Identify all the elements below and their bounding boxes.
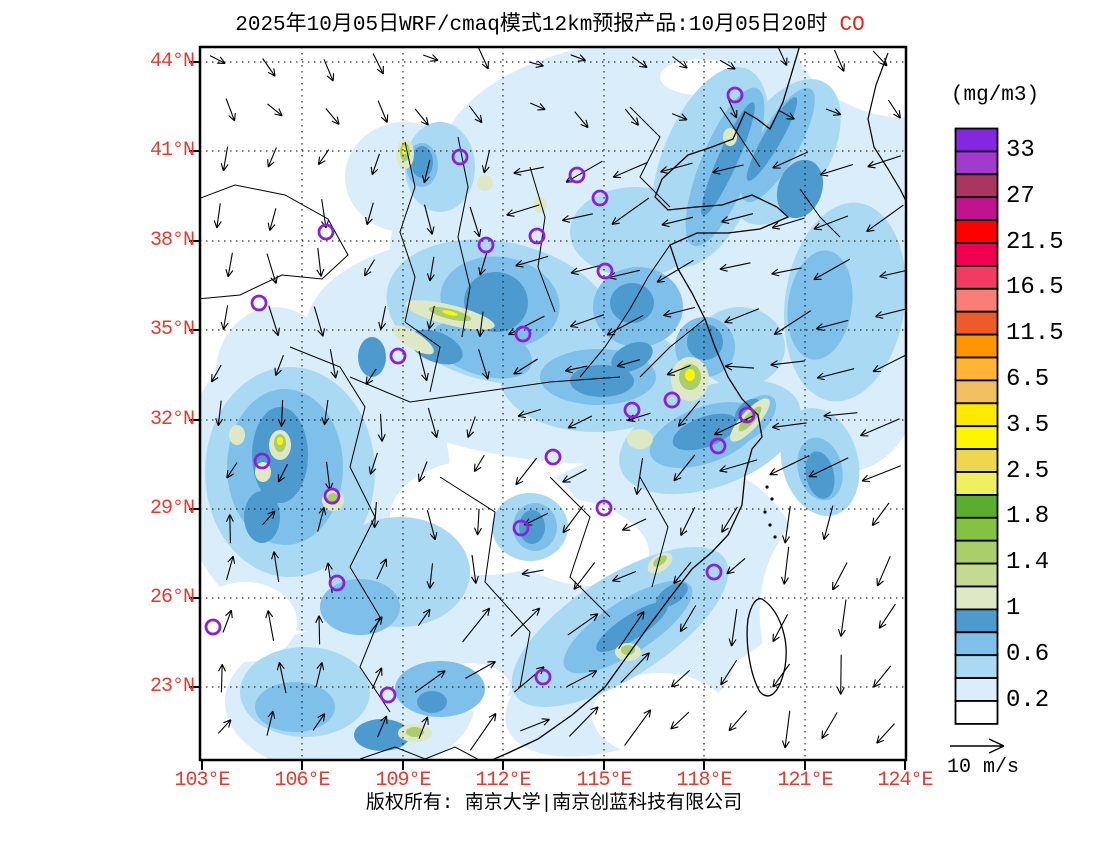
lat-tick-label: 32°N [149, 408, 195, 431]
colorbar-tick-label: 11.5 [1006, 320, 1064, 348]
station-marker [317, 223, 335, 241]
colorbar-tick-label: 3.5 [1006, 411, 1050, 439]
lat-tick-label: 44°N [149, 50, 195, 73]
station-marker [323, 487, 341, 505]
station-marker [534, 668, 552, 686]
lon-tick-label: 103°E [174, 769, 230, 792]
colorbar-tick-label: 2.5 [1006, 457, 1050, 485]
station-marker [512, 519, 530, 537]
colorbar-tick-label: 16.5 [1006, 274, 1064, 302]
copyright-text: 版权所有: 南京大学|南京创蓝科技有限公司 [365, 792, 743, 814]
station-marker [726, 86, 744, 104]
station-marker [328, 574, 346, 592]
station-marker [204, 618, 222, 636]
lat-tick-label: 35°N [149, 318, 195, 341]
station-marker [528, 227, 546, 245]
station-marker [514, 325, 532, 343]
station-marker [663, 391, 681, 409]
colorbar-tick-label: 1 [1006, 594, 1021, 622]
station-marker [451, 148, 469, 166]
station-marker [253, 452, 271, 470]
colorbar-tick-label: 27 [1006, 182, 1035, 210]
colorbar-tick-label: 0.2 [1006, 686, 1050, 714]
station-marker [623, 401, 641, 419]
lon-tick-label: 112°E [475, 769, 531, 792]
map-svg [189, 45, 908, 770]
station-marker [568, 166, 586, 184]
lat-tick-label: 38°N [149, 229, 195, 252]
lat-tick-label: 29°N [149, 497, 195, 520]
colorbar-tick-label: 21.5 [1006, 228, 1064, 256]
lat-tick-label: 41°N [149, 139, 195, 162]
station-marker [738, 406, 756, 424]
lat-tick-label: 26°N [149, 586, 195, 609]
map-canvas [188, 42, 918, 775]
station-marker [250, 294, 268, 312]
colorbar-unit-label: (mg/m3) [950, 84, 1040, 107]
wind-scale-label: 10 m/s [946, 756, 1019, 779]
title-text: 2025年10月05日WRF/cmaq模式12km预报产品:10月05日20时 [235, 14, 828, 37]
lon-tick-label: 121°E [777, 769, 833, 792]
wind-scale-arrow-icon [950, 738, 1005, 754]
colorbar: 33 27 21.5 16.5 11.5 6.5 3.5 2.5 1.8 1.4 1 0.6 0.2 [954, 127, 1100, 727]
lon-tick-label: 115°E [576, 769, 632, 792]
colorbar-tick-label: 1.8 [1006, 503, 1050, 531]
station-marker [705, 563, 723, 581]
lon-tick-label: 124°E [877, 769, 933, 792]
colorbar-swatches [954, 127, 999, 725]
colorbar-tick-label: 33 [1006, 136, 1035, 164]
species-label: CO [839, 14, 865, 37]
station-marker [379, 686, 397, 704]
station-marker [596, 262, 614, 280]
lat-tick-label: 23°N [149, 675, 195, 698]
colorbar-tick-label: 0.6 [1006, 640, 1050, 668]
colorbar-tick-label: 1.4 [1006, 549, 1050, 577]
station-marker [389, 347, 407, 365]
station-marker [595, 499, 613, 517]
page-title: 2025年10月05日WRF/cmaq模式12km预报产品:10月05日20时 C… [0, 7, 1100, 37]
lon-tick-label: 106°E [274, 769, 330, 792]
station-marker [591, 189, 609, 207]
lon-tick-label: 109°E [375, 769, 431, 792]
lon-tick-label: 118°E [676, 769, 732, 792]
station-marker [544, 448, 562, 466]
station-marker [709, 437, 727, 455]
colorbar-tick-label: 6.5 [1006, 365, 1050, 393]
station-marker [477, 236, 495, 254]
